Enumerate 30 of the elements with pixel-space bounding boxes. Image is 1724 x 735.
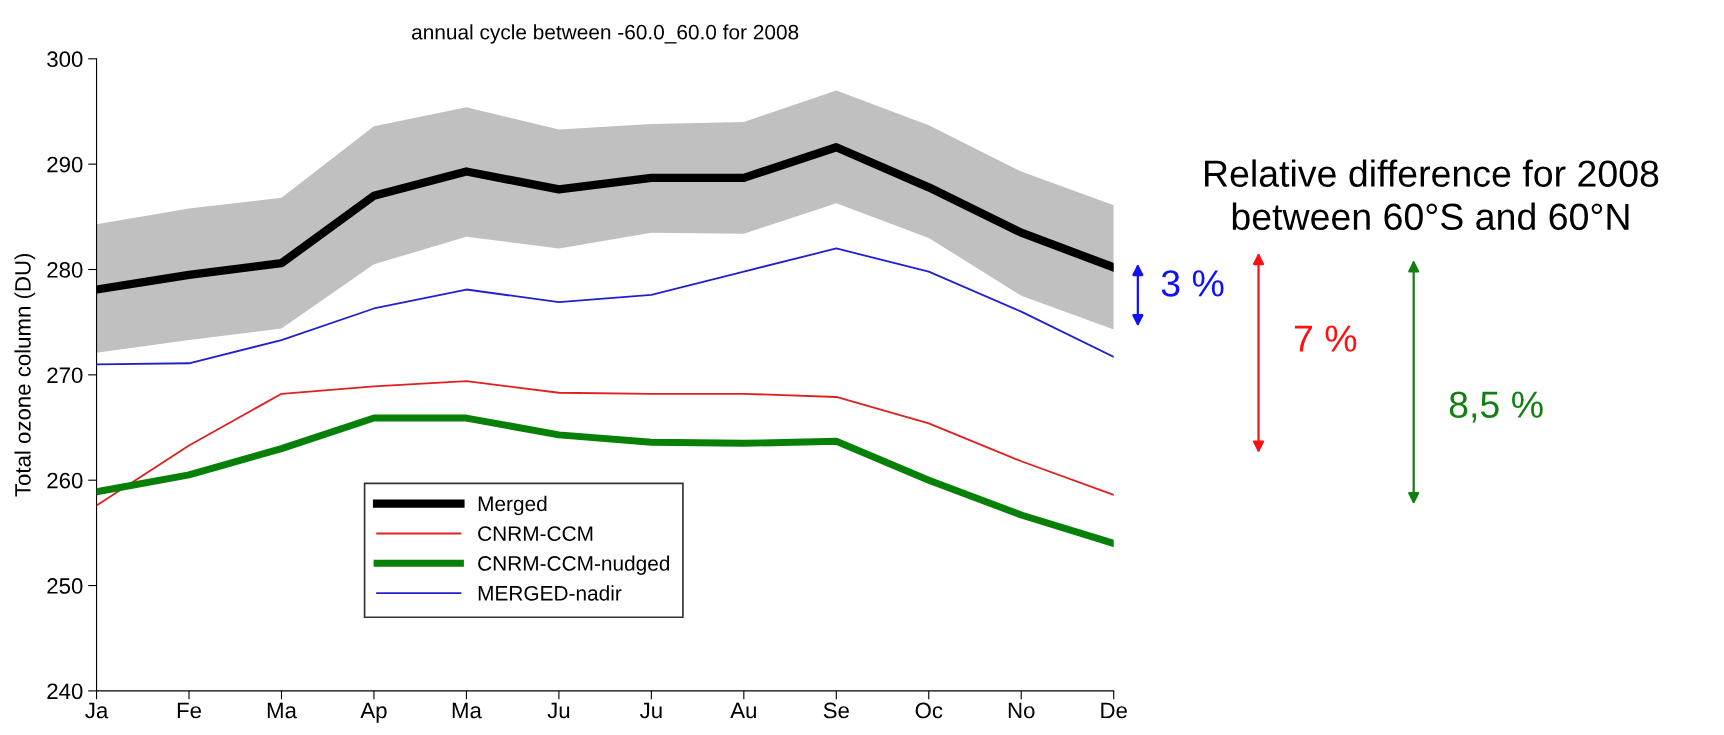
y-tick-label: 260	[47, 472, 83, 489]
text: 8,5 %	[1449, 391, 1543, 423]
x-tick-label: No	[1008, 702, 1035, 719]
y-tick-label: 250	[47, 578, 83, 594]
legend-label: CNRM-CCM	[478, 526, 593, 541]
y-tick-label: 280	[47, 262, 83, 278]
legend-label: Merged	[478, 495, 547, 516]
x-tick-label: Au	[730, 702, 756, 719]
x-tick-label: Se	[823, 702, 849, 719]
y-tick-label: 270	[47, 367, 83, 384]
x-tick-label: Ma	[452, 702, 482, 719]
x-tick-label: De	[1101, 702, 1127, 719]
legend-label: MERGED-nadir	[478, 585, 622, 601]
y-tick-label: 290	[47, 156, 83, 173]
x-tick-label: Fe	[177, 702, 201, 719]
line-series	[96, 247, 1114, 366]
x-tick-label: Oc	[915, 702, 943, 719]
x-tick-label: Ja	[85, 702, 109, 719]
text: 7 %	[1294, 325, 1357, 352]
text: Relative difference for 2008 between 60°S and 60°N	[1205, 159, 1659, 231]
x-tick-label: Ju	[639, 702, 662, 719]
y-tick-label: 240	[47, 683, 83, 700]
legend-label: CNRM-CCM-nudged	[478, 555, 670, 575]
chart-title: annual cycle between -60.0_60.0 for 2008	[412, 24, 799, 44]
text: 3 %	[1161, 270, 1224, 297]
x-tick-label: Ap	[360, 702, 387, 723]
y-axis-title: Total ozone column (DU)	[14, 253, 36, 497]
y-tick-label: 300	[47, 51, 83, 68]
x-tick-label: Ju	[547, 702, 570, 719]
x-tick-label: Ma	[267, 702, 297, 719]
